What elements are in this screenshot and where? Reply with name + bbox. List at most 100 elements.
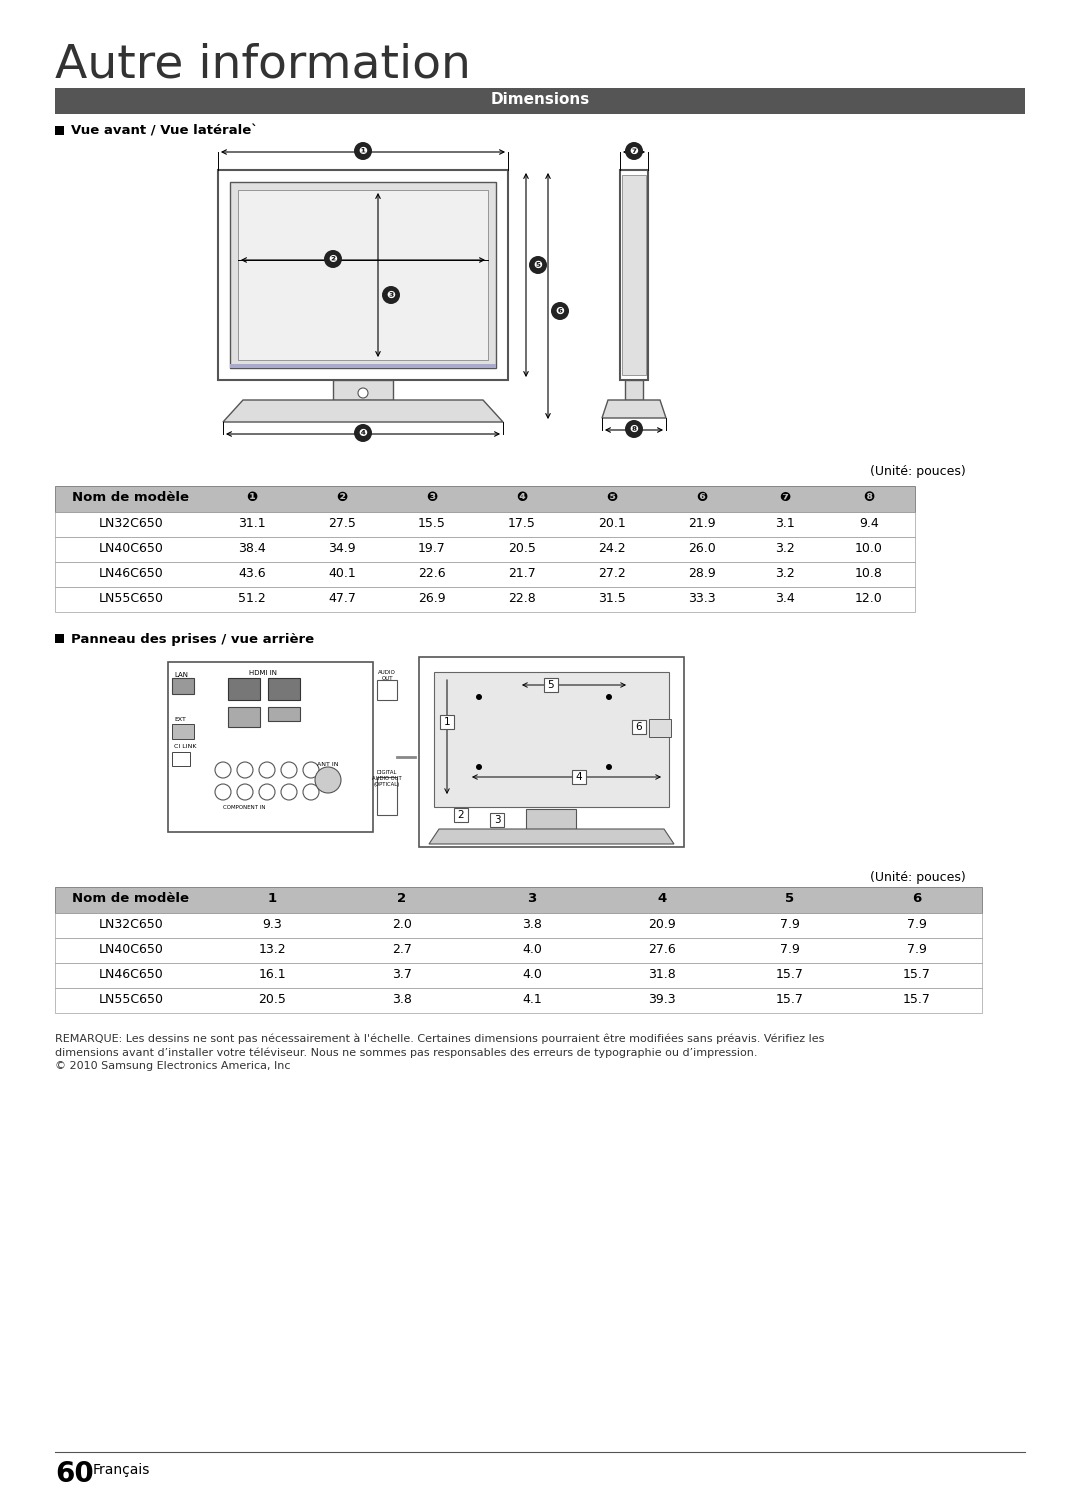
Text: 31.5: 31.5 bbox=[598, 592, 626, 605]
Bar bbox=[454, 808, 468, 822]
Bar bbox=[333, 379, 393, 400]
Text: ❶: ❶ bbox=[246, 492, 258, 503]
Bar bbox=[238, 190, 488, 360]
Bar bbox=[230, 182, 496, 368]
Bar bbox=[55, 562, 915, 587]
Text: 4.1: 4.1 bbox=[522, 994, 542, 1005]
Text: 26.9: 26.9 bbox=[418, 592, 446, 605]
Circle shape bbox=[551, 302, 569, 320]
Bar bbox=[55, 887, 982, 913]
Bar bbox=[55, 587, 915, 613]
Text: Français: Français bbox=[93, 1463, 150, 1478]
Text: ❸: ❸ bbox=[427, 492, 437, 503]
Circle shape bbox=[324, 249, 342, 267]
Text: 1: 1 bbox=[268, 892, 276, 905]
Text: ❹: ❹ bbox=[516, 492, 528, 503]
Text: 47.7: 47.7 bbox=[328, 592, 356, 605]
Text: ❺: ❺ bbox=[534, 260, 542, 270]
Text: 40.1: 40.1 bbox=[328, 568, 356, 580]
Text: 15.7: 15.7 bbox=[903, 968, 931, 982]
Text: 15.7: 15.7 bbox=[775, 968, 804, 982]
Text: 31.8: 31.8 bbox=[648, 968, 676, 982]
Text: LN32C650: LN32C650 bbox=[98, 917, 163, 931]
Text: 1: 1 bbox=[444, 717, 450, 728]
Bar bbox=[172, 678, 194, 695]
Text: Panneau des prises / vue arrière: Panneau des prises / vue arrière bbox=[71, 633, 314, 645]
Text: ❶: ❶ bbox=[359, 146, 367, 155]
Bar bbox=[55, 512, 915, 536]
Circle shape bbox=[625, 142, 643, 160]
Text: 2.7: 2.7 bbox=[392, 943, 411, 956]
Text: 27.5: 27.5 bbox=[328, 517, 356, 530]
Polygon shape bbox=[429, 829, 674, 844]
Text: 9.4: 9.4 bbox=[859, 517, 879, 530]
Text: 38.4: 38.4 bbox=[238, 542, 266, 554]
Circle shape bbox=[215, 784, 231, 799]
Circle shape bbox=[259, 762, 275, 778]
Circle shape bbox=[315, 766, 341, 793]
Circle shape bbox=[476, 763, 482, 769]
Circle shape bbox=[281, 784, 297, 799]
Bar bbox=[55, 988, 982, 1013]
Bar bbox=[228, 707, 260, 728]
Text: REMARQUE: Les dessins ne sont pas nécessairement à l'échelle. Certaines dimensio: REMARQUE: Les dessins ne sont pas nécess… bbox=[55, 1032, 824, 1043]
Circle shape bbox=[382, 285, 400, 303]
Text: 3.1: 3.1 bbox=[775, 517, 795, 530]
Bar bbox=[55, 536, 915, 562]
Bar bbox=[218, 170, 508, 379]
Text: ❺: ❺ bbox=[606, 492, 618, 503]
Bar bbox=[632, 720, 646, 734]
Text: LAN: LAN bbox=[174, 672, 188, 678]
Text: LN32C650: LN32C650 bbox=[98, 517, 163, 530]
Bar bbox=[268, 678, 300, 701]
Bar bbox=[526, 808, 576, 829]
Text: HDMI IN: HDMI IN bbox=[249, 669, 276, 675]
Text: AUDIO
OUT: AUDIO OUT bbox=[378, 669, 396, 681]
Text: ❷: ❷ bbox=[336, 492, 348, 503]
Bar bbox=[55, 913, 982, 938]
Text: 3.2: 3.2 bbox=[775, 542, 795, 554]
Bar bbox=[620, 170, 648, 379]
Text: ❼: ❼ bbox=[630, 146, 638, 155]
Bar bbox=[622, 175, 646, 375]
Circle shape bbox=[237, 762, 253, 778]
Text: 27.2: 27.2 bbox=[598, 568, 626, 580]
Text: Dimensions: Dimensions bbox=[490, 93, 590, 108]
Circle shape bbox=[606, 763, 612, 769]
Text: 21.7: 21.7 bbox=[508, 568, 536, 580]
Text: ❷: ❷ bbox=[328, 254, 337, 264]
Text: LN55C650: LN55C650 bbox=[98, 994, 163, 1005]
Polygon shape bbox=[222, 400, 503, 421]
Text: 3: 3 bbox=[527, 892, 537, 905]
Polygon shape bbox=[602, 400, 666, 418]
Text: 6: 6 bbox=[636, 722, 643, 732]
Text: 7.9: 7.9 bbox=[907, 943, 927, 956]
Circle shape bbox=[215, 762, 231, 778]
Text: ❽: ❽ bbox=[630, 424, 638, 433]
Text: 7.9: 7.9 bbox=[907, 917, 927, 931]
Bar bbox=[377, 777, 397, 816]
Text: 22.8: 22.8 bbox=[508, 592, 536, 605]
Text: 9.3: 9.3 bbox=[262, 917, 282, 931]
Text: 3.7: 3.7 bbox=[392, 968, 411, 982]
Text: 39.3: 39.3 bbox=[648, 994, 676, 1005]
Text: 3.8: 3.8 bbox=[522, 917, 542, 931]
Text: 26.0: 26.0 bbox=[688, 542, 716, 554]
Text: LN46C650: LN46C650 bbox=[98, 568, 163, 580]
Text: LN46C650: LN46C650 bbox=[98, 968, 163, 982]
Text: 3.4: 3.4 bbox=[775, 592, 795, 605]
Text: 4.0: 4.0 bbox=[522, 968, 542, 982]
Bar bbox=[434, 672, 669, 807]
Text: LN40C650: LN40C650 bbox=[98, 542, 163, 554]
Text: Nom de modèle: Nom de modèle bbox=[72, 892, 189, 905]
Circle shape bbox=[354, 142, 372, 160]
Text: 6: 6 bbox=[913, 892, 921, 905]
Bar bbox=[377, 680, 397, 701]
Text: 7.9: 7.9 bbox=[780, 943, 799, 956]
Text: 3: 3 bbox=[494, 816, 500, 825]
Text: Nom de modèle: Nom de modèle bbox=[72, 492, 189, 503]
Text: 60: 60 bbox=[55, 1460, 94, 1488]
Text: 15.7: 15.7 bbox=[903, 994, 931, 1005]
Circle shape bbox=[529, 255, 546, 273]
Bar bbox=[440, 716, 454, 729]
